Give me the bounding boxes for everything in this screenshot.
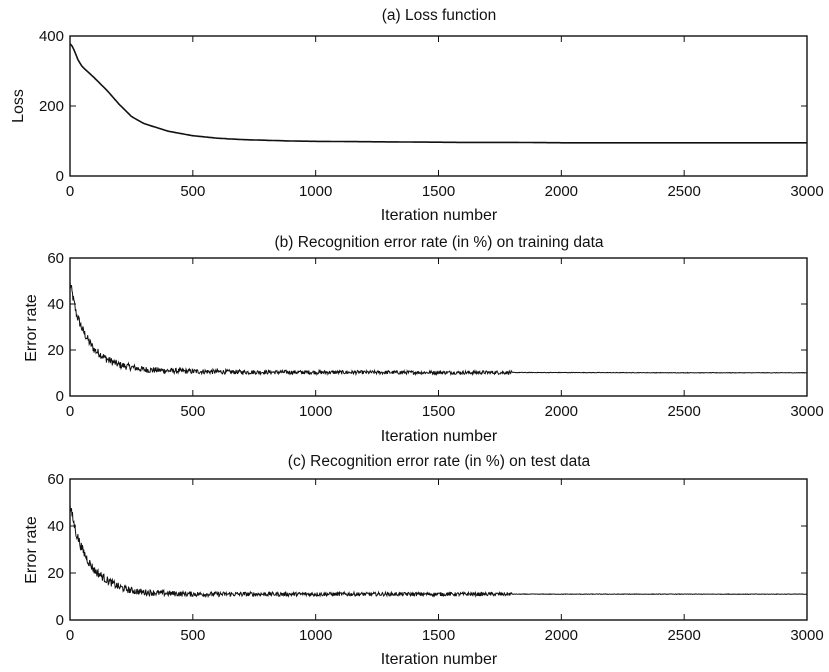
panel-b-training-error-line — [69, 281, 807, 377]
panel-c-x-tick-label: 0 — [66, 627, 74, 644]
panel-b-x-tick-label: 0 — [66, 403, 74, 420]
panel-b-x-tick-label: 2500 — [667, 403, 700, 420]
panel-a-y-tick-label: 400 — [39, 28, 64, 45]
panel-b-ticks: 0 500 1000 1500 2000 2500 3000 0 20 40 60 — [47, 250, 823, 420]
panel-c-y-tick-label: 60 — [47, 471, 64, 488]
panel-b-y-tick-label: 0 — [56, 388, 64, 405]
panel-b-y-tick-label: 20 — [47, 342, 64, 359]
panel-a-x-tick-label: 500 — [180, 183, 205, 200]
panel-a-x-tick-label: 2000 — [545, 183, 578, 200]
panel-c-x-tick-label: 2000 — [545, 627, 578, 644]
panel-a-ticks: 0 500 1000 1500 2000 2500 3000 0 200 400 — [39, 28, 824, 200]
panel-a-title: (a) Loss function — [382, 7, 497, 24]
panel-c-ticks: 0 500 1000 1500 2000 2500 3000 0 20 40 60 — [47, 471, 823, 644]
panel-c: (c) Recognition error rate (in %) on tes… — [23, 453, 824, 668]
panel-a-loss-line — [69, 43, 807, 144]
panel-c-x-tick-label: 1000 — [299, 627, 332, 644]
panel-c-x-tick-label: 1500 — [422, 627, 455, 644]
panel-a: (a) Loss function 0 500 1000 1500 2000 2500 30… — [10, 7, 824, 224]
panel-a-x-tick-label: 0 — [66, 183, 74, 200]
panel-b-y-tick-label: 60 — [47, 250, 64, 267]
panel-a-y-axis-label: Loss — [10, 89, 27, 123]
panel-b-y-axis-label: Error rate — [23, 294, 40, 362]
panel-c-y-tick-label: 40 — [47, 518, 64, 535]
panel-b-y-tick-label: 40 — [47, 296, 64, 313]
panel-a-x-tick-label: 1000 — [299, 183, 332, 200]
panel-b-x-tick-label: 1500 — [422, 403, 455, 420]
panel-c-x-tick-label: 3000 — [790, 627, 823, 644]
panel-b-x-axis-label: Iteration number — [381, 428, 498, 445]
panel-b-x-tick-label: 2000 — [545, 403, 578, 420]
panel-b-x-tick-label: 3000 — [790, 403, 823, 420]
panel-c-y-tick-label: 0 — [56, 612, 64, 629]
panel-a-x-tick-label: 3000 — [790, 183, 823, 200]
panel-c-title: (c) Recognition error rate (in %) on tes… — [288, 453, 591, 470]
panel-a-x-tick-label: 2500 — [667, 183, 700, 200]
panel-c-x-axis-label: Iteration number — [381, 651, 498, 668]
panel-c-y-tick-label: 20 — [47, 565, 64, 582]
panel-b-plot-frame — [69, 257, 808, 397]
panel-c-x-tick-label: 500 — [180, 627, 205, 644]
panel-b-x-tick-label: 500 — [180, 403, 205, 420]
panel-a-y-tick-label: 200 — [39, 98, 64, 115]
panel-b-x-tick-label: 1000 — [299, 403, 332, 420]
panel-a-plot-frame — [69, 35, 808, 177]
panel-a-x-axis-label: Iteration number — [381, 207, 498, 224]
panel-b-title: (b) Recognition error rate (in %) on tra… — [274, 234, 603, 251]
panel-c-x-tick-label: 2500 — [667, 627, 700, 644]
panel-c-test-error-line — [69, 504, 808, 599]
panel-a-y-tick-label: 0 — [56, 168, 64, 185]
panel-c-y-axis-label: Error rate — [23, 516, 40, 584]
panel-a-x-tick-label: 1500 — [422, 183, 455, 200]
panel-b: (b) Recognition error rate (in %) on tra… — [23, 234, 824, 445]
panel-c-plot-frame — [69, 478, 808, 621]
